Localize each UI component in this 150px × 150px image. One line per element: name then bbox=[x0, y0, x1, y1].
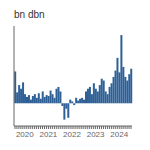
svg-text:2022: 2022 bbox=[63, 130, 81, 139]
html-text:bn dbn: bn dbn bbox=[14, 9, 45, 20]
svg-text:2020: 2020 bbox=[16, 130, 34, 139]
svg-text:2024: 2024 bbox=[110, 130, 128, 139]
svg-text:2021: 2021 bbox=[40, 130, 58, 139]
svg-text:2023: 2023 bbox=[87, 130, 105, 139]
